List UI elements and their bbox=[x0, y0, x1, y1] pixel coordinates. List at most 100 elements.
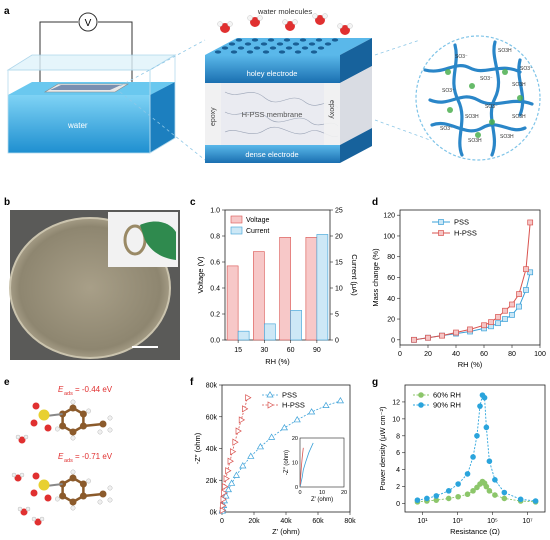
oxygen-atom bbox=[20, 508, 28, 516]
water-molecules-label: water molecules bbox=[257, 7, 312, 16]
oxygen-atom bbox=[32, 402, 40, 410]
inset-plot: 0 10 20 0 10 20 Z′ (ohm) -Z″ (ohm) bbox=[284, 436, 347, 503]
water-molecules bbox=[217, 13, 353, 35]
x-tick-label: 20 bbox=[424, 351, 432, 358]
y-tick-label: 10 bbox=[392, 416, 400, 423]
carbon-atom bbox=[99, 420, 107, 428]
y-tick-label: 60 bbox=[387, 275, 395, 282]
chart-d: 0 20 40 60 80 100 0 20 40 60 80 100 120 PSS H-PSS RH (%… bbox=[371, 209, 546, 369]
sulfur-atom bbox=[38, 479, 50, 491]
water-molecule bbox=[217, 21, 233, 33]
data-point bbox=[322, 401, 330, 408]
hydrogen-atom bbox=[15, 434, 21, 440]
electrode-hole bbox=[317, 46, 325, 50]
data-point bbox=[239, 462, 247, 469]
electrode-hole bbox=[269, 46, 277, 50]
carbon-atom bbox=[99, 490, 107, 498]
y-axis-label: Voltage (V) bbox=[196, 256, 205, 294]
y-tick-label: 0.0 bbox=[210, 338, 220, 345]
hydrogen-atom bbox=[282, 19, 288, 25]
bar-voltage bbox=[226, 265, 239, 341]
electrode-hole bbox=[228, 42, 236, 46]
y-tick-label: 100 bbox=[383, 233, 395, 240]
carbon-atom bbox=[79, 480, 87, 488]
data-point bbox=[238, 416, 246, 424]
data-point bbox=[232, 438, 239, 446]
electrode-hole bbox=[278, 50, 286, 54]
hydrogen-atom bbox=[55, 426, 60, 432]
y-axis-label: Power density (μW cm⁻²) bbox=[378, 406, 387, 491]
x-tick-label: 10³ bbox=[452, 518, 463, 525]
data-point bbox=[516, 303, 522, 310]
x-tick-label: 60 bbox=[287, 347, 295, 354]
y-tick-label: 2 bbox=[396, 484, 400, 491]
data-point bbox=[532, 498, 539, 504]
y-axis-label: -Z″ (ohm) bbox=[193, 432, 202, 464]
electrode-hole bbox=[283, 38, 291, 42]
data-point bbox=[464, 491, 471, 498]
hydrogen-atom bbox=[70, 435, 76, 441]
data-point bbox=[501, 489, 508, 496]
legend-label-current: Current bbox=[246, 228, 269, 235]
electrode-hole bbox=[253, 46, 261, 50]
y-tick-label: 0.6 bbox=[210, 260, 220, 267]
proton-marker bbox=[502, 69, 508, 75]
hydrogen-atom bbox=[55, 496, 60, 502]
electrode-hole bbox=[294, 50, 302, 54]
data-point bbox=[227, 479, 236, 486]
data-point bbox=[433, 493, 440, 499]
data-point bbox=[224, 485, 233, 493]
panel-d: d 0 20 40 60 80 100 0 20 40 60 80 100 120 PSS H-PSS RH … bbox=[371, 197, 546, 369]
legend-label: PSS bbox=[454, 218, 469, 227]
holey-electrode-label: holey electrode bbox=[247, 69, 298, 78]
x-tick-label: 60 bbox=[480, 351, 488, 358]
voltmeter-icon: V bbox=[78, 12, 98, 32]
data-point bbox=[516, 291, 522, 297]
voltmeter-label: V bbox=[85, 18, 92, 29]
data-point bbox=[527, 269, 534, 276]
carbon-atom bbox=[59, 492, 67, 500]
hydrogen-atom bbox=[23, 434, 29, 440]
data-point bbox=[502, 307, 508, 314]
oxygen-atom bbox=[315, 15, 325, 25]
electrode-holes bbox=[214, 38, 339, 54]
polymer-group-label: SO3⁻ bbox=[480, 76, 493, 82]
data-point bbox=[470, 454, 476, 460]
hydrogen-atom bbox=[107, 497, 113, 503]
inset-x-tick-label: 10 bbox=[319, 490, 325, 496]
hydrogen-atom bbox=[17, 506, 23, 512]
x-tick-label: 40k bbox=[280, 518, 292, 525]
inset-y-tick-label: 10 bbox=[292, 461, 298, 467]
data-point bbox=[492, 477, 498, 483]
data-point bbox=[267, 433, 276, 440]
data-point bbox=[455, 493, 461, 500]
data-point bbox=[474, 433, 480, 439]
chart-c: 15 30 60 90 0.0 0.2 0.4 0.6 0.8 1.0 0 5 10 15 20 25 RH (… bbox=[196, 208, 359, 367]
legend-label: 90% RH bbox=[433, 401, 461, 410]
data-point bbox=[523, 287, 529, 293]
hydrogen-atom bbox=[347, 23, 353, 29]
x-axis-label: Z′ (ohm) bbox=[272, 527, 300, 536]
polymer-group-label: SO3⁻ bbox=[520, 66, 533, 72]
hydrogen-atom bbox=[107, 415, 113, 421]
oxygen-atom bbox=[44, 424, 52, 432]
x-tick-label: 60k bbox=[312, 518, 324, 525]
water-tank: water bbox=[6, 54, 177, 154]
y-tick-label: 120 bbox=[383, 213, 395, 220]
y-tick-label: 8 bbox=[396, 433, 400, 440]
water-molecule bbox=[312, 13, 328, 25]
hydrogen-atom bbox=[25, 506, 31, 512]
data-point bbox=[495, 320, 501, 327]
hydrogen-atom bbox=[19, 472, 25, 478]
data-point bbox=[414, 497, 421, 503]
data-point bbox=[222, 482, 229, 491]
electrode-hole bbox=[244, 42, 252, 46]
energy2-subscript: ads bbox=[64, 458, 73, 464]
data-point bbox=[223, 475, 230, 483]
data-point bbox=[336, 396, 345, 404]
legend-label: PSS bbox=[282, 391, 297, 400]
oxygen-atom bbox=[14, 474, 22, 482]
